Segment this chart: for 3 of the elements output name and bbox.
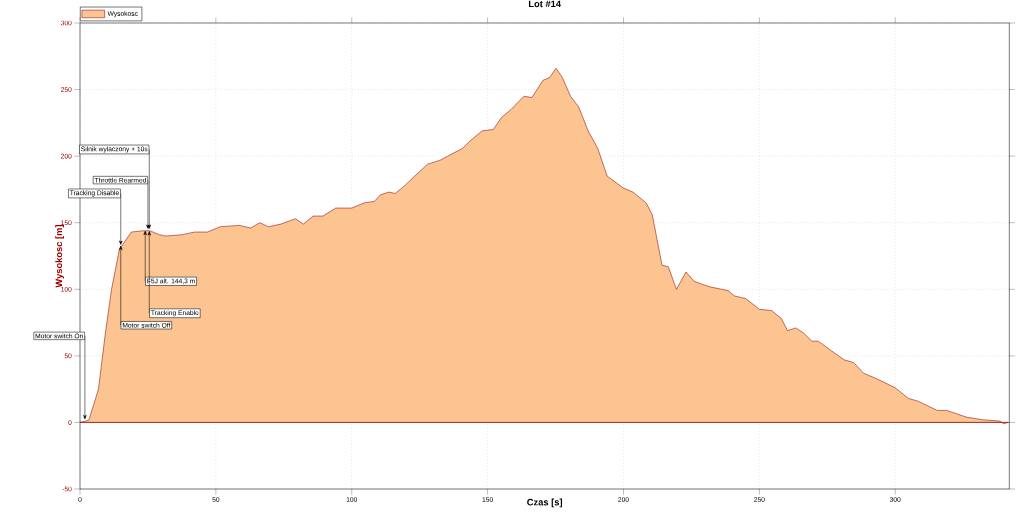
x-axis-title: Czas [s] bbox=[527, 498, 563, 508]
chart-title: Lot #14 bbox=[528, 0, 561, 8]
y-axis-title: Wysokosc [m] bbox=[55, 224, 64, 288]
